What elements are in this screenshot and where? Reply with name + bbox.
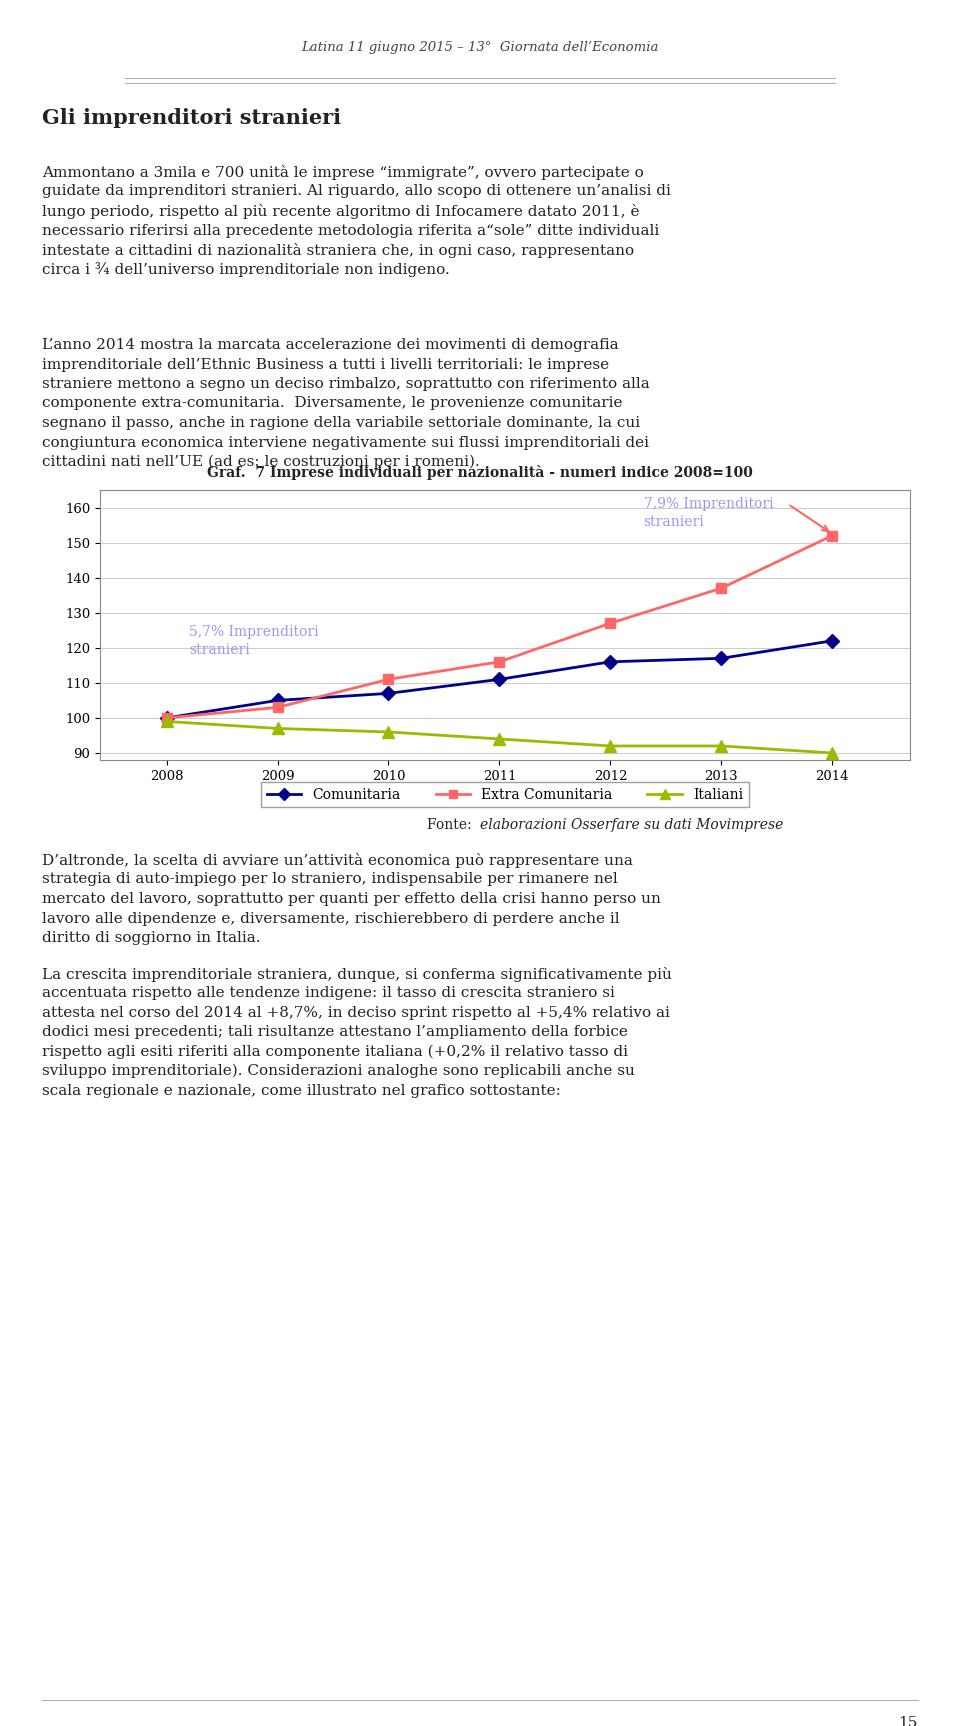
Text: segnano il passo, anche in ragione della variabile settoriale dominante, la cui: segnano il passo, anche in ragione della… xyxy=(42,416,640,430)
Text: 7,9% Imprenditori
stranieri: 7,9% Imprenditori stranieri xyxy=(644,497,774,530)
Text: dodici mesi precedenti; tali risultanze attestano l’ampliamento della forbice: dodici mesi precedenti; tali risultanze … xyxy=(42,1025,628,1039)
Text: Fonte:: Fonte: xyxy=(426,818,480,832)
Text: componente extra-comunitaria.  Diversamente, le provenienze comunitarie: componente extra-comunitaria. Diversamen… xyxy=(42,397,622,411)
Text: attesta nel corso del 2014 al +8,7%, in deciso sprint rispetto al +5,4% relativo: attesta nel corso del 2014 al +8,7%, in … xyxy=(42,1006,670,1020)
Text: La crescita imprenditoriale straniera, dunque, si conferma significativamente pi: La crescita imprenditoriale straniera, d… xyxy=(42,967,672,982)
Text: diritto di soggiorno in Italia.: diritto di soggiorno in Italia. xyxy=(42,930,260,946)
Text: Ammontano a 3mila e 700 unità le imprese “immigrate”, ovvero partecipate o: Ammontano a 3mila e 700 unità le imprese… xyxy=(42,166,644,180)
Legend: Comunitaria, Extra Comunitaria, Italiani: Comunitaria, Extra Comunitaria, Italiani xyxy=(261,782,749,808)
Text: congiuntura economica interviene negativamente sui flussi imprenditoriali dei: congiuntura economica interviene negativ… xyxy=(42,435,649,449)
Text: Graf.  7 Imprese individuali per nazionalità - numeri indice 2008=100: Graf. 7 Imprese individuali per nazional… xyxy=(207,464,753,480)
Text: straniere mettono a segno un deciso rimbalzo, soprattutto con riferimento alla: straniere mettono a segno un deciso rimb… xyxy=(42,376,650,392)
Text: cittadini nati nell’UE (ad es: le costruzioni per i romeni).: cittadini nati nell’UE (ad es: le costru… xyxy=(42,456,480,469)
Text: rispetto agli esiti riferiti alla componente italiana (+0,2% il relativo tasso d: rispetto agli esiti riferiti alla compon… xyxy=(42,1044,628,1058)
Text: intestate a cittadini di nazionalità straniera che, in ogni caso, rappresentano: intestate a cittadini di nazionalità str… xyxy=(42,243,635,257)
Text: guidate da imprenditori stranieri. Al riguardo, allo scopo di ottenere un’analis: guidate da imprenditori stranieri. Al ri… xyxy=(42,185,671,198)
Text: elaborazioni Osserfare su dati Movimprese: elaborazioni Osserfare su dati Movimpres… xyxy=(480,818,783,832)
Text: imprenditoriale dell’Ethnic Business a tutti i livelli territoriali: le imprese: imprenditoriale dell’Ethnic Business a t… xyxy=(42,357,610,371)
Text: 15: 15 xyxy=(899,1716,918,1726)
Text: scala regionale e nazionale, come illustrato nel grafico sottostante:: scala regionale e nazionale, come illust… xyxy=(42,1084,561,1098)
Text: D’altronde, la scelta di avviare un’attività economica può rappresentare una: D’altronde, la scelta di avviare un’atti… xyxy=(42,853,633,868)
Text: 5,7% Imprenditori
stranieri: 5,7% Imprenditori stranieri xyxy=(189,625,319,658)
Text: Latina 11 giugno 2015 – 13°  Giornata dell’Economia: Latina 11 giugno 2015 – 13° Giornata del… xyxy=(301,41,659,55)
Text: lavoro alle dipendenze e, diversamente, rischierebbero di perdere anche il: lavoro alle dipendenze e, diversamente, … xyxy=(42,911,619,925)
Text: strategia di auto-impiego per lo straniero, indispensabile per rimanere nel: strategia di auto-impiego per lo stranie… xyxy=(42,873,617,887)
Text: necessario riferirsi alla precedente metodologia riferita a“sole” ditte individu: necessario riferirsi alla precedente met… xyxy=(42,223,660,238)
Text: mercato del lavoro, soprattutto per quanti per effetto della crisi hanno perso u: mercato del lavoro, soprattutto per quan… xyxy=(42,892,660,906)
Text: sviluppo imprenditoriale). Considerazioni analoghe sono replicabili anche su: sviluppo imprenditoriale). Considerazion… xyxy=(42,1063,635,1079)
Text: circa i ¾ dell’universo imprenditoriale non indigeno.: circa i ¾ dell’universo imprenditoriale … xyxy=(42,262,449,278)
Text: accentuata rispetto alle tendenze indigene: il tasso di crescita straniero si: accentuata rispetto alle tendenze indige… xyxy=(42,986,614,999)
Text: lungo periodo, rispetto al più recente algoritmo di Infocamere datato 2011, è: lungo periodo, rispetto al più recente a… xyxy=(42,204,639,219)
Text: Gli imprenditori stranieri: Gli imprenditori stranieri xyxy=(42,109,341,128)
Text: L’anno 2014 mostra la marcata accelerazione dei movimenti di demografia: L’anno 2014 mostra la marcata accelerazi… xyxy=(42,338,618,352)
